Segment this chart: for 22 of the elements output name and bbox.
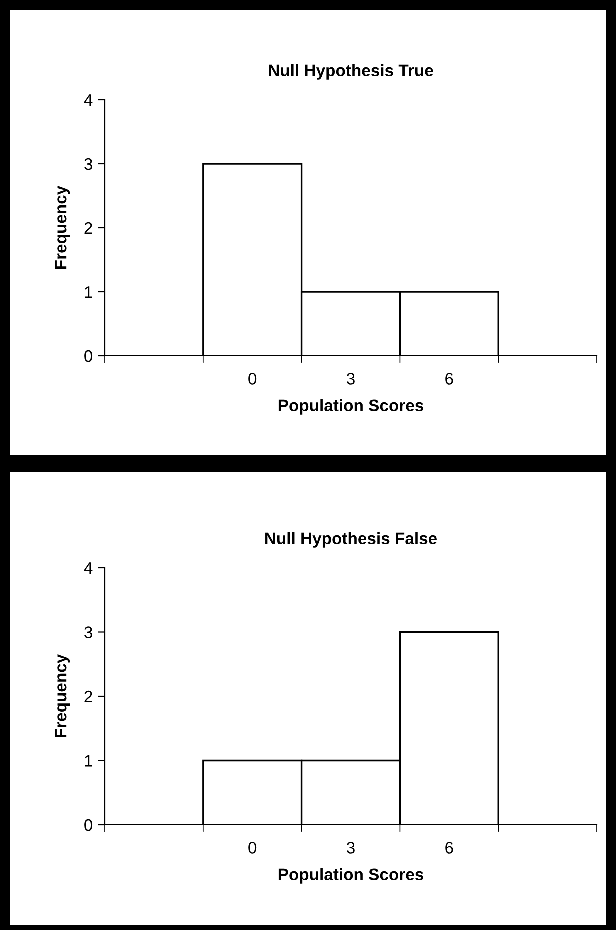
y-tick-label: 0 [84,350,93,362]
y-axis-title: Frequency [55,654,70,738]
x-tick-label: 6 [446,373,454,385]
y-tick-label: 2 [84,690,92,703]
chart-title: Null Hypothesis True [269,64,434,80]
x-tick-label: 3 [347,373,355,385]
x-tick-label: 0 [248,373,257,385]
x-tick-label: 0 [248,842,257,854]
y-tick-label: 4 [84,94,93,106]
y-tick-label: 3 [84,626,92,638]
x-tick-label: 6 [446,842,454,854]
y-tick-label: 1 [85,286,92,298]
y-tick-label: 3 [84,158,92,170]
x-axis-title: Population Scores [278,399,424,415]
x-tick-label: 3 [347,842,355,854]
chart-title: Null Hypothesis False [266,532,438,548]
y-axis-title: Frequency [55,186,70,270]
y-tick-label: 4 [84,562,93,574]
y-tick-label: 2 [84,222,92,234]
y-tick-label: 0 [84,819,93,832]
y-tick-label: 1 [85,755,92,767]
x-axis-title: Population Scores [278,868,424,884]
